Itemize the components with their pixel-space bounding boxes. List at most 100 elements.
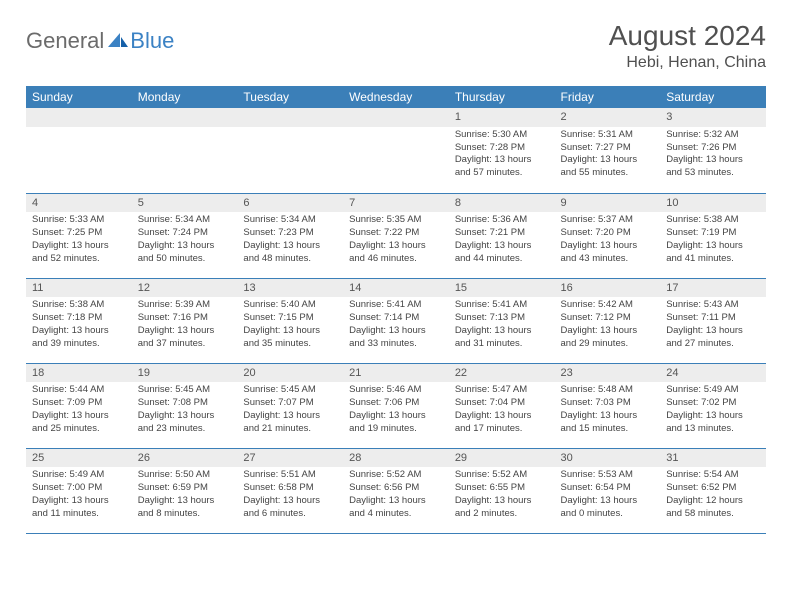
- calendar-cell: 28Sunrise: 5:52 AM Sunset: 6:56 PM Dayli…: [343, 448, 449, 533]
- calendar-cell: 17Sunrise: 5:43 AM Sunset: 7:11 PM Dayli…: [660, 278, 766, 363]
- calendar-cell: 31Sunrise: 5:54 AM Sunset: 6:52 PM Dayli…: [660, 448, 766, 533]
- title-block: August 2024 Hebi, Henan, China: [609, 20, 766, 72]
- day-number: [343, 108, 449, 127]
- day-details: Sunrise: 5:42 AM Sunset: 7:12 PM Dayligh…: [555, 297, 661, 354]
- calendar-cell: 7Sunrise: 5:35 AM Sunset: 7:22 PM Daylig…: [343, 193, 449, 278]
- day-details: Sunrise: 5:31 AM Sunset: 7:27 PM Dayligh…: [555, 127, 661, 184]
- day-details: Sunrise: 5:48 AM Sunset: 7:03 PM Dayligh…: [555, 382, 661, 439]
- month-title: August 2024: [609, 20, 766, 52]
- calendar-cell: [343, 108, 449, 193]
- calendar-cell: 8Sunrise: 5:36 AM Sunset: 7:21 PM Daylig…: [449, 193, 555, 278]
- logo-text-2: Blue: [130, 28, 174, 54]
- day-details: Sunrise: 5:45 AM Sunset: 7:07 PM Dayligh…: [237, 382, 343, 439]
- day-details: Sunrise: 5:46 AM Sunset: 7:06 PM Dayligh…: [343, 382, 449, 439]
- day-number: 2: [555, 108, 661, 127]
- day-number: 22: [449, 364, 555, 383]
- day-number: 27: [237, 449, 343, 468]
- day-number: 12: [132, 279, 238, 298]
- day-details: Sunrise: 5:36 AM Sunset: 7:21 PM Dayligh…: [449, 212, 555, 269]
- calendar-cell: 25Sunrise: 5:49 AM Sunset: 7:00 PM Dayli…: [26, 448, 132, 533]
- calendar-row: 11Sunrise: 5:38 AM Sunset: 7:18 PM Dayli…: [26, 278, 766, 363]
- day-number: [237, 108, 343, 127]
- day-details: Sunrise: 5:35 AM Sunset: 7:22 PM Dayligh…: [343, 212, 449, 269]
- day-number: 20: [237, 364, 343, 383]
- header: General Blue August 2024 Hebi, Henan, Ch…: [26, 20, 766, 72]
- day-details: [237, 127, 343, 133]
- calendar-row: 25Sunrise: 5:49 AM Sunset: 7:00 PM Dayli…: [26, 448, 766, 533]
- calendar-cell: 30Sunrise: 5:53 AM Sunset: 6:54 PM Dayli…: [555, 448, 661, 533]
- calendar-cell: 12Sunrise: 5:39 AM Sunset: 7:16 PM Dayli…: [132, 278, 238, 363]
- weekday-header: Tuesday: [237, 86, 343, 108]
- calendar-head: SundayMondayTuesdayWednesdayThursdayFrid…: [26, 86, 766, 108]
- calendar-cell: 11Sunrise: 5:38 AM Sunset: 7:18 PM Dayli…: [26, 278, 132, 363]
- day-number: 4: [26, 194, 132, 213]
- weekday-header: Wednesday: [343, 86, 449, 108]
- day-details: Sunrise: 5:39 AM Sunset: 7:16 PM Dayligh…: [132, 297, 238, 354]
- calendar-cell: 29Sunrise: 5:52 AM Sunset: 6:55 PM Dayli…: [449, 448, 555, 533]
- calendar-body: 1Sunrise: 5:30 AM Sunset: 7:28 PM Daylig…: [26, 108, 766, 533]
- calendar-cell: [132, 108, 238, 193]
- day-details: Sunrise: 5:34 AM Sunset: 7:23 PM Dayligh…: [237, 212, 343, 269]
- day-number: 10: [660, 194, 766, 213]
- day-number: 15: [449, 279, 555, 298]
- day-details: [26, 127, 132, 133]
- weekday-header: Thursday: [449, 86, 555, 108]
- sail-icon: [108, 33, 128, 49]
- logo-text-1: General: [26, 28, 104, 54]
- day-details: Sunrise: 5:53 AM Sunset: 6:54 PM Dayligh…: [555, 467, 661, 524]
- day-details: Sunrise: 5:37 AM Sunset: 7:20 PM Dayligh…: [555, 212, 661, 269]
- day-details: [343, 127, 449, 133]
- day-details: Sunrise: 5:54 AM Sunset: 6:52 PM Dayligh…: [660, 467, 766, 524]
- calendar-cell: 24Sunrise: 5:49 AM Sunset: 7:02 PM Dayli…: [660, 363, 766, 448]
- day-details: Sunrise: 5:52 AM Sunset: 6:56 PM Dayligh…: [343, 467, 449, 524]
- calendar-cell: 23Sunrise: 5:48 AM Sunset: 7:03 PM Dayli…: [555, 363, 661, 448]
- calendar-cell: 14Sunrise: 5:41 AM Sunset: 7:14 PM Dayli…: [343, 278, 449, 363]
- day-details: Sunrise: 5:50 AM Sunset: 6:59 PM Dayligh…: [132, 467, 238, 524]
- day-number: 5: [132, 194, 238, 213]
- day-number: 13: [237, 279, 343, 298]
- day-number: 1: [449, 108, 555, 127]
- weekday-header: Monday: [132, 86, 238, 108]
- calendar-cell: 1Sunrise: 5:30 AM Sunset: 7:28 PM Daylig…: [449, 108, 555, 193]
- day-details: Sunrise: 5:38 AM Sunset: 7:19 PM Dayligh…: [660, 212, 766, 269]
- day-details: Sunrise: 5:40 AM Sunset: 7:15 PM Dayligh…: [237, 297, 343, 354]
- day-number: 28: [343, 449, 449, 468]
- day-details: Sunrise: 5:52 AM Sunset: 6:55 PM Dayligh…: [449, 467, 555, 524]
- calendar-cell: 26Sunrise: 5:50 AM Sunset: 6:59 PM Dayli…: [132, 448, 238, 533]
- day-number: 29: [449, 449, 555, 468]
- calendar-cell: 5Sunrise: 5:34 AM Sunset: 7:24 PM Daylig…: [132, 193, 238, 278]
- day-details: Sunrise: 5:38 AM Sunset: 7:18 PM Dayligh…: [26, 297, 132, 354]
- day-number: 24: [660, 364, 766, 383]
- day-details: Sunrise: 5:30 AM Sunset: 7:28 PM Dayligh…: [449, 127, 555, 184]
- calendar-cell: 6Sunrise: 5:34 AM Sunset: 7:23 PM Daylig…: [237, 193, 343, 278]
- day-number: 23: [555, 364, 661, 383]
- calendar-cell: 22Sunrise: 5:47 AM Sunset: 7:04 PM Dayli…: [449, 363, 555, 448]
- calendar-cell: 21Sunrise: 5:46 AM Sunset: 7:06 PM Dayli…: [343, 363, 449, 448]
- day-details: Sunrise: 5:43 AM Sunset: 7:11 PM Dayligh…: [660, 297, 766, 354]
- day-details: Sunrise: 5:32 AM Sunset: 7:26 PM Dayligh…: [660, 127, 766, 184]
- calendar-cell: [26, 108, 132, 193]
- day-number: 6: [237, 194, 343, 213]
- day-details: Sunrise: 5:45 AM Sunset: 7:08 PM Dayligh…: [132, 382, 238, 439]
- day-details: [132, 127, 238, 133]
- day-number: 3: [660, 108, 766, 127]
- calendar-row: 4Sunrise: 5:33 AM Sunset: 7:25 PM Daylig…: [26, 193, 766, 278]
- day-details: Sunrise: 5:51 AM Sunset: 6:58 PM Dayligh…: [237, 467, 343, 524]
- calendar-cell: 19Sunrise: 5:45 AM Sunset: 7:08 PM Dayli…: [132, 363, 238, 448]
- calendar-cell: 9Sunrise: 5:37 AM Sunset: 7:20 PM Daylig…: [555, 193, 661, 278]
- calendar-cell: 2Sunrise: 5:31 AM Sunset: 7:27 PM Daylig…: [555, 108, 661, 193]
- calendar-row: 1Sunrise: 5:30 AM Sunset: 7:28 PM Daylig…: [26, 108, 766, 193]
- weekday-header: Friday: [555, 86, 661, 108]
- day-details: Sunrise: 5:33 AM Sunset: 7:25 PM Dayligh…: [26, 212, 132, 269]
- day-number: 26: [132, 449, 238, 468]
- day-number: 8: [449, 194, 555, 213]
- day-number: [26, 108, 132, 127]
- location: Hebi, Henan, China: [609, 54, 766, 72]
- calendar-cell: 13Sunrise: 5:40 AM Sunset: 7:15 PM Dayli…: [237, 278, 343, 363]
- calendar-cell: 16Sunrise: 5:42 AM Sunset: 7:12 PM Dayli…: [555, 278, 661, 363]
- day-number: 11: [26, 279, 132, 298]
- day-number: 14: [343, 279, 449, 298]
- day-number: 18: [26, 364, 132, 383]
- weekday-header: Saturday: [660, 86, 766, 108]
- day-number: 30: [555, 449, 661, 468]
